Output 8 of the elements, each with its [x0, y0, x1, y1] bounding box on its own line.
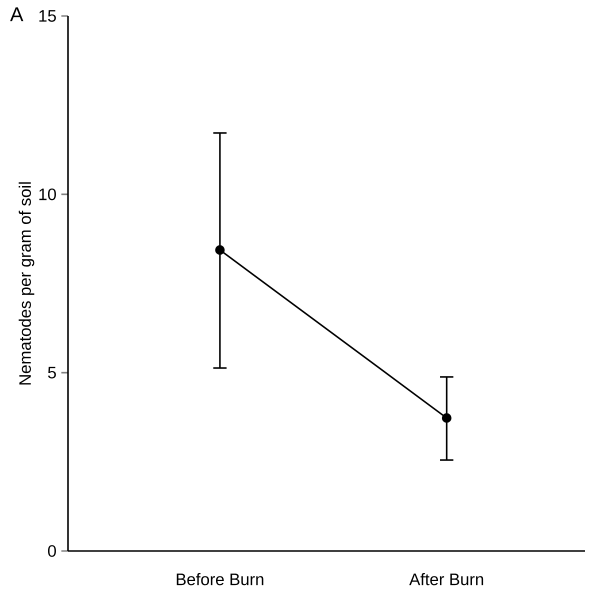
x-tick-label: Before Burn — [176, 573, 264, 586]
y-axis-title: Nematodes per gram of soil — [18, 182, 34, 384]
x-tick-label: After Burn — [409, 573, 484, 586]
y-tick-label: 5 — [48, 366, 56, 378]
y-tick-label: 15 — [39, 10, 56, 22]
y-tick-label: 10 — [39, 188, 56, 200]
text: A — [10, 7, 24, 22]
y-tick-label: 0 — [48, 545, 56, 557]
